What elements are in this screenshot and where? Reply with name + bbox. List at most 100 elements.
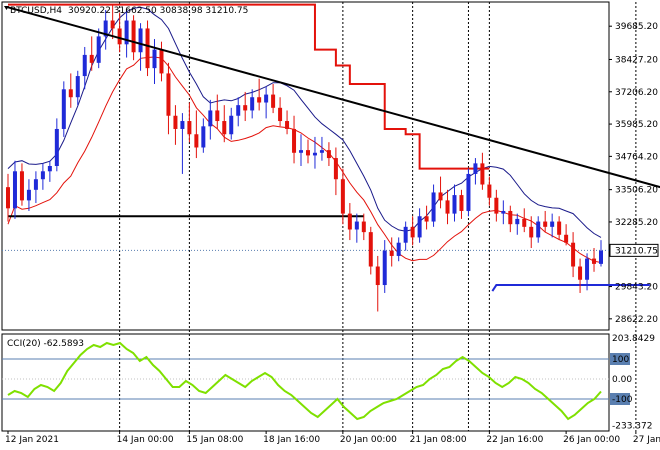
candle-body-16 — [117, 28, 122, 45]
candle-body-83 — [585, 258, 590, 280]
candle-body-25 — [180, 121, 185, 129]
candle-body-44 — [312, 152, 317, 156]
cci-pane-frame — [1, 333, 610, 432]
candle-body-10 — [75, 76, 80, 98]
price-tick-label-3: 35985.20 — [615, 120, 658, 130]
candle-body-72 — [508, 210, 513, 225]
candle-body-76 — [536, 221, 541, 238]
candle-body-69 — [487, 184, 492, 198]
candle-body-26 — [187, 121, 192, 135]
candle-body-45 — [319, 150, 324, 153]
candle-body-0 — [6, 187, 10, 209]
candle-body-80 — [564, 234, 569, 243]
fast-ma-line — [7, 6, 602, 238]
candle-body-73 — [515, 218, 520, 225]
candle-body-13 — [96, 36, 101, 63]
candle-body-50 — [354, 221, 359, 230]
time-tick-label-5: 21 Jan 08:00 — [410, 435, 467, 445]
price-pane-frame — [1, 1, 610, 331]
candle-body-42 — [299, 150, 304, 153]
candle-body-3 — [26, 189, 31, 201]
candle-body-9 — [68, 89, 73, 98]
candle-body-37 — [264, 94, 269, 103]
candle-body-66 — [466, 173, 471, 211]
candle-body-81 — [571, 242, 576, 267]
price-tick-label-8: 29843.20 — [615, 283, 658, 293]
candle-body-5 — [40, 171, 45, 180]
candle-body-77 — [543, 221, 548, 227]
trendline — [7, 6, 660, 189]
candle-body-82 — [578, 266, 583, 280]
candle-body-49 — [347, 213, 352, 230]
candle-body-39 — [278, 107, 283, 122]
time-tick-label-6: 22 Jan 16:00 — [486, 435, 543, 445]
candle-body-38 — [271, 94, 276, 108]
candle-body-20 — [145, 28, 150, 69]
candle-body-43 — [305, 150, 310, 156]
chart-header-ohlc: 30920.22 31662.50 30838.98 31210.75 — [68, 6, 248, 16]
candle-body-52 — [368, 232, 373, 267]
candle-body-41 — [292, 128, 297, 153]
cci-tick-label-4: -233.372 — [612, 422, 652, 432]
time-tick-label-7: 26 Jan 00:00 — [563, 435, 620, 445]
time-tick-label-3: 18 Jan 16:00 — [263, 435, 320, 445]
candle-body-61 — [431, 192, 436, 222]
time-tick-label-2: 15 Jan 08:00 — [186, 435, 243, 445]
cci-line — [7, 341, 602, 421]
candle-body-29 — [208, 110, 213, 127]
price-tick-label-4: 34764.20 — [615, 152, 658, 162]
candle-body-62 — [438, 192, 443, 201]
candle-body-14 — [103, 20, 108, 37]
cci-level-tag-1 — [610, 353, 630, 365]
current-price-tag — [609, 243, 659, 257]
candle-body-74 — [522, 218, 527, 227]
candle-body-47 — [333, 158, 338, 180]
cci-tick-label-3: -100 — [612, 395, 633, 405]
candle-body-4 — [33, 179, 38, 190]
candle-body-12 — [89, 54, 94, 63]
candle-body-84 — [592, 258, 597, 264]
candle-body-19 — [138, 28, 143, 53]
candle-body-68 — [480, 163, 485, 185]
candle-body-85 — [599, 250, 603, 264]
candle-body-17 — [124, 20, 129, 45]
candle-body-7 — [54, 128, 59, 166]
candle-body-36 — [257, 97, 262, 103]
candle-body-1 — [12, 171, 17, 209]
candle-body-8 — [61, 89, 66, 129]
candle-body-59 — [417, 216, 422, 238]
candle-body-21 — [152, 49, 157, 69]
candle-body-54 — [382, 250, 387, 286]
candle-body-34 — [243, 105, 248, 111]
slow-ma-line — [7, 56, 602, 263]
candle-body-40 — [285, 121, 290, 129]
candle-body-78 — [550, 221, 555, 227]
price-tick-label-1: 38427.20 — [615, 55, 658, 65]
candle-body-6 — [47, 166, 52, 172]
candle-body-32 — [229, 115, 234, 135]
price-tick-label-9: 28622.20 — [615, 315, 658, 325]
candle-body-65 — [459, 195, 464, 211]
candle-body-63 — [445, 200, 450, 214]
candle-body-57 — [403, 226, 408, 243]
time-tick-label-8: 27 Jan 08:00 — [633, 435, 660, 445]
candle-body-53 — [375, 266, 380, 286]
price-tick-label-6: 32285.20 — [615, 218, 658, 228]
blue-level-line — [491, 284, 650, 292]
candle-body-56 — [396, 242, 401, 256]
price-tick-label-0: 39685.20 — [615, 22, 658, 32]
stop-step-line — [8, 3, 490, 170]
candle-body-58 — [410, 226, 415, 238]
collapse-arrow-icon — [4, 6, 9, 10]
candle-body-70 — [494, 197, 499, 214]
candle-body-11 — [82, 54, 87, 77]
candle-body-35 — [250, 97, 255, 111]
cci-tick-label-0: 203.8429 — [612, 334, 655, 344]
price-tick-label-7: 31210.75 — [615, 246, 658, 256]
candle-body-22 — [159, 49, 164, 74]
cci-level-tag-3 — [610, 393, 630, 405]
candle-body-46 — [326, 150, 331, 159]
candle-body-2 — [19, 171, 24, 201]
candle-body-51 — [361, 221, 366, 233]
